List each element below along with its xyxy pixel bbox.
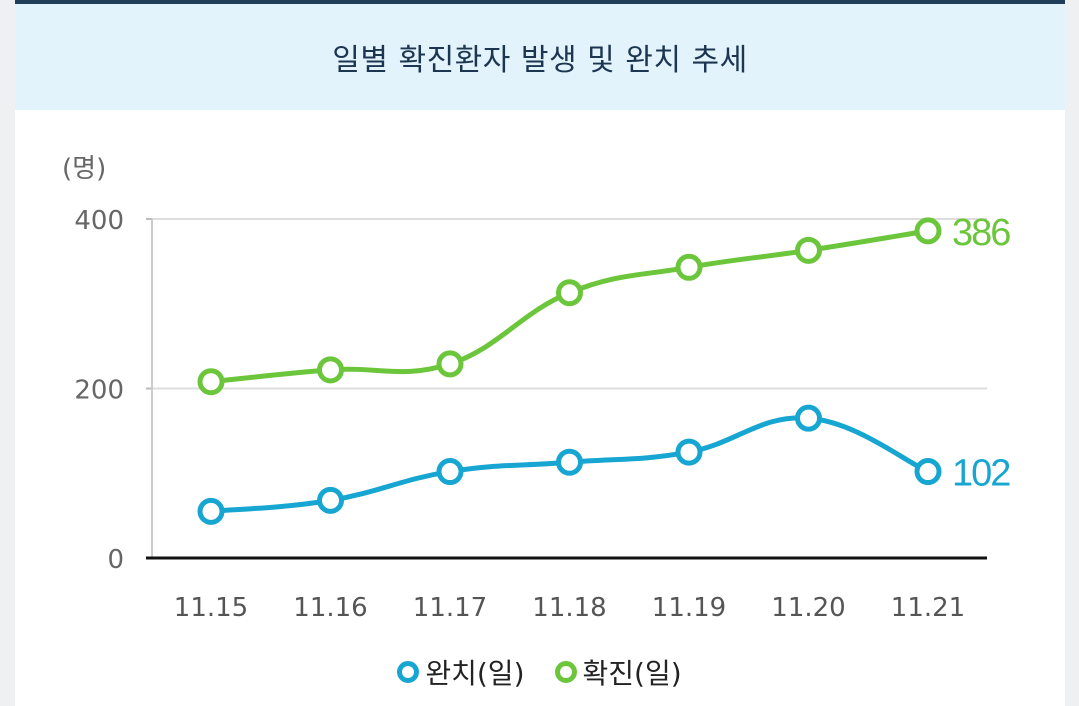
legend-label-confirmed: 확진(일): [582, 657, 682, 690]
data-point-0-11.17: [436, 458, 464, 486]
y-tick-label-400: 400: [74, 206, 124, 236]
x-tick-label-11.21: 11.21: [891, 593, 965, 623]
x-tick-label-11.15: 11.15: [174, 593, 248, 623]
data-point-1-11.15: [197, 368, 225, 396]
y-axis-unit-label: (명): [62, 154, 107, 184]
data-point-0-11.15: [197, 497, 225, 525]
legend-marker-confirmed: [554, 661, 577, 683]
y-tick-label-0: 0: [107, 545, 124, 575]
legend-item-confirmed: 확진(일): [554, 652, 682, 692]
x-tick-label-11.16: 11.16: [293, 593, 367, 623]
end-value-label-1: 386: [952, 212, 1010, 254]
data-point-0-11.19: [675, 438, 703, 466]
data-point-1-11.19: [675, 253, 703, 281]
legend-item-recovered: 완치(일): [397, 652, 525, 692]
data-point-1-11.17: [436, 350, 464, 378]
chart-legend: 완치(일) 확진(일): [0, 652, 1079, 692]
data-point-0-11.21: [914, 458, 942, 486]
x-tick-label-11.19: 11.19: [652, 593, 726, 623]
top-border: [15, 0, 1065, 4]
y-tick-label-200: 200: [74, 376, 124, 406]
x-tick-label-11.20: 11.20: [771, 593, 845, 623]
legend-label-recovered: 완치(일): [425, 657, 525, 690]
x-tick-label-11.17: 11.17: [413, 593, 487, 623]
data-point-1-11.18: [556, 279, 583, 307]
x-tick-label-11.18: 11.18: [532, 593, 606, 623]
data-point-1-11.21: [914, 217, 942, 245]
data-point-1-11.16: [317, 356, 344, 384]
chart-header: 일별 확진환자 발생 및 완치 추세: [15, 4, 1065, 110]
data-point-0-11.20: [795, 404, 822, 432]
data-point-1-11.20: [795, 236, 822, 264]
data-point-0-11.18: [556, 448, 583, 476]
legend-marker-recovered: [397, 661, 420, 683]
data-point-0-11.16: [317, 486, 344, 514]
end-value-label-0: 102: [952, 453, 1010, 495]
chart-card: 일별 확진환자 발생 및 완치 추세: [15, 0, 1065, 706]
chart-title: 일별 확진환자 발생 및 완치 추세: [332, 43, 748, 78]
